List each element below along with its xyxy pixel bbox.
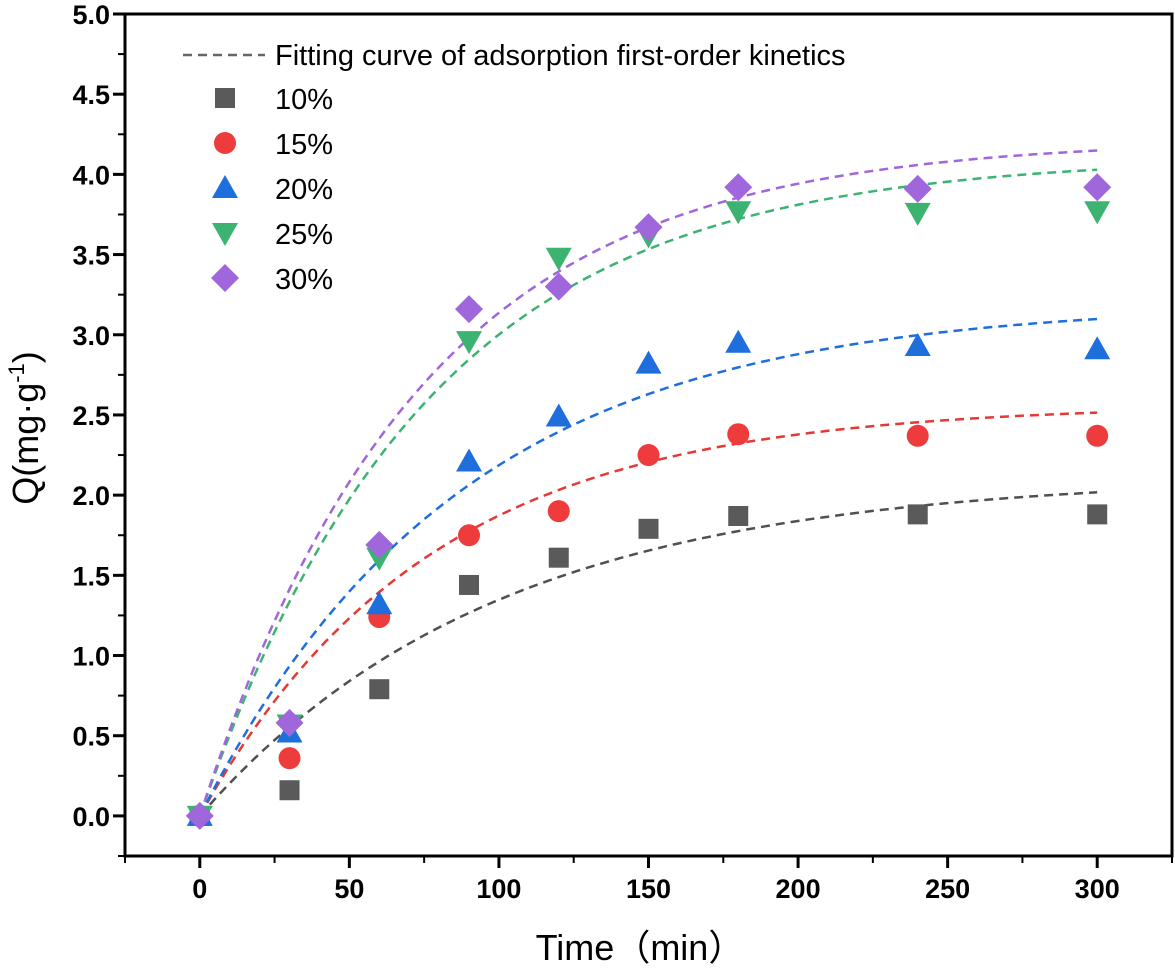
y-tick-label: 0.0	[72, 802, 110, 832]
legend-marker-25pct	[212, 223, 238, 246]
data-point-15pct	[637, 444, 660, 467]
fit-curve-15pct	[198, 411, 1098, 817]
axis-ticks: 0 50 100 150 200 250 300 0.0 0.5 1.0 1.5 2.0 2.5 3.0 3…	[72, 0, 1173, 904]
y-tick-label: 4.0	[72, 160, 110, 190]
data-point-20pct	[366, 591, 393, 615]
y-axis-title-close: )	[5, 351, 46, 363]
data-point-20pct	[904, 332, 931, 356]
data-point-30pct	[724, 173, 753, 202]
y-tick-label: 3.0	[72, 321, 110, 351]
y-axis-title-superscript: -1	[4, 363, 29, 383]
x-tick-label: 100	[476, 874, 521, 904]
data-point-20pct	[635, 350, 662, 374]
data-point-15pct	[458, 524, 481, 547]
data-point-15pct	[727, 423, 750, 446]
data-point-30pct	[903, 174, 932, 203]
data-point-25pct	[904, 202, 931, 226]
legend-label: 30%	[275, 264, 333, 296]
legend-marker-20pct	[212, 175, 238, 198]
legend-fit-label: Fitting curve of adsorption first-order …	[275, 40, 846, 72]
y-tick-label: 1.0	[72, 642, 110, 672]
data-point-10pct	[1087, 504, 1108, 525]
data-point-20pct	[1084, 336, 1111, 360]
x-tick-label: 300	[1075, 874, 1120, 904]
fit-curves	[198, 149, 1098, 817]
data-point-10pct	[548, 547, 569, 568]
data-point-15pct	[547, 500, 570, 523]
x-tick-label: 150	[626, 874, 671, 904]
y-tick-label: 2.0	[72, 481, 110, 511]
data-point-10pct	[907, 504, 928, 525]
legend-marker-15pct	[214, 132, 236, 154]
data-point-10pct	[459, 574, 480, 595]
y-tick-label: 5.0	[72, 0, 110, 30]
fit-curve-20pct	[198, 317, 1098, 817]
x-tick-label: 0	[192, 874, 207, 904]
data-point-30pct	[455, 295, 484, 324]
data-point-10pct	[728, 505, 749, 526]
data-point-10pct	[369, 679, 390, 700]
legend-label: 10%	[275, 84, 333, 116]
data-point-30pct	[1083, 173, 1112, 202]
y-tick-label: 0.5	[72, 722, 110, 752]
data-point-25pct	[366, 547, 393, 571]
x-axis-title: Time（min）	[536, 927, 745, 968]
data-point-30pct	[544, 272, 573, 301]
y-tick-label: 1.5	[72, 561, 110, 591]
legend: Fitting curve of adsorption first-order …	[183, 40, 846, 296]
data-point-15pct	[278, 747, 301, 770]
data-point-20pct	[545, 403, 572, 427]
fit-curve-25pct	[198, 168, 1098, 817]
data-point-15pct	[1086, 424, 1109, 447]
y-axis-title: Q(mg·g-1)	[4, 351, 46, 505]
data-point-25pct	[545, 247, 572, 271]
fit-curve-10pct	[198, 491, 1098, 817]
y-tick-label: 2.5	[72, 401, 110, 431]
data-points	[185, 173, 1112, 830]
data-point-20pct	[456, 448, 483, 472]
data-point-25pct	[1084, 201, 1111, 225]
data-point-10pct	[279, 780, 300, 801]
data-point-30pct	[365, 530, 394, 559]
data-point-15pct	[906, 424, 929, 447]
legend-label: 15%	[275, 129, 333, 161]
legend-label: 25%	[275, 219, 333, 251]
x-tick-label: 200	[776, 874, 821, 904]
y-tick-label: 3.5	[72, 241, 110, 271]
data-point-30pct	[634, 213, 663, 242]
y-tick-label: 4.5	[72, 80, 110, 110]
legend-marker-30pct	[211, 264, 239, 292]
x-tick-label: 250	[925, 874, 970, 904]
data-point-30pct	[275, 708, 304, 737]
data-point-10pct	[638, 518, 659, 539]
legend-marker-10pct	[215, 88, 235, 108]
legend-label: 20%	[275, 174, 333, 206]
data-point-30pct	[185, 801, 214, 830]
y-axis-title-main: Q(mg·g	[5, 383, 46, 505]
fit-curve-30pct	[198, 149, 1098, 817]
data-point-25pct	[725, 201, 752, 225]
data-point-20pct	[725, 329, 752, 353]
x-tick-label: 50	[334, 874, 364, 904]
data-point-25pct	[456, 331, 483, 355]
